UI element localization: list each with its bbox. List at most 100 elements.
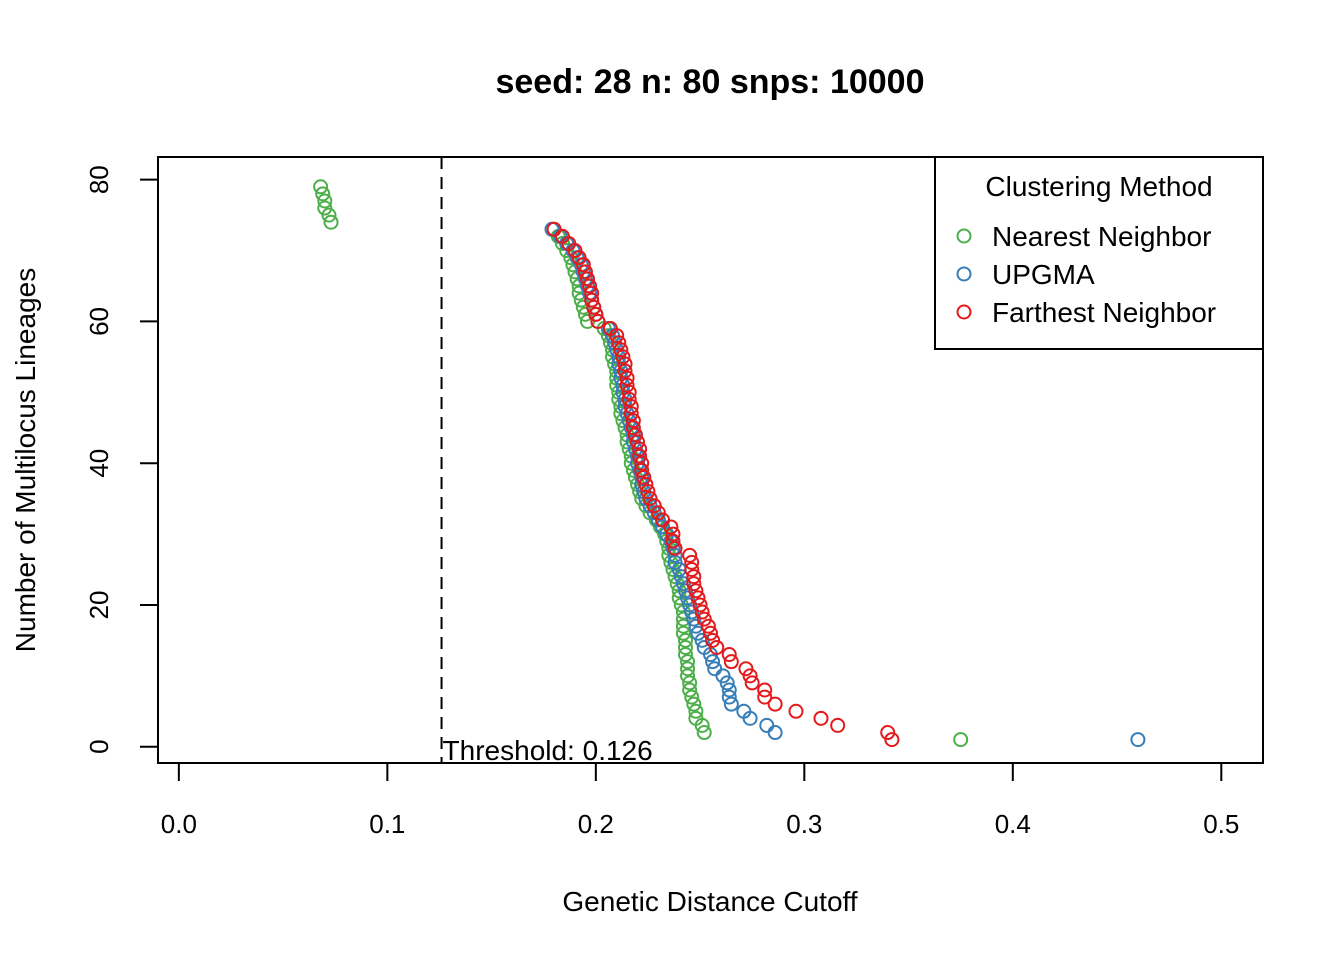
data-point (586, 299, 602, 315)
series-farthest-neighbor (546, 221, 900, 748)
legend-label: UPGMA (992, 259, 1095, 290)
legend-title: Clustering Method (985, 171, 1212, 202)
data-point (630, 434, 646, 450)
data-point (675, 576, 691, 592)
data-point (665, 533, 681, 549)
data-point (686, 696, 702, 712)
chart-title: seed: 28 n: 80 snps: 10000 (495, 63, 924, 101)
data-point (767, 696, 783, 712)
y-axis: 0 20 40 60 80 (84, 165, 159, 754)
data-point (744, 675, 760, 691)
data-point (627, 427, 643, 443)
data-point (680, 661, 696, 677)
data-point (663, 519, 679, 535)
legend-item: Farthest Neighbor (956, 297, 1216, 328)
data-point (703, 625, 718, 641)
data-point (682, 682, 698, 698)
data-point (625, 413, 641, 429)
data-point (590, 313, 606, 329)
data-point (686, 576, 702, 592)
data-point (721, 682, 737, 698)
data-point (705, 654, 721, 670)
data-point (684, 554, 700, 570)
data-point (721, 647, 737, 663)
data-point (609, 328, 625, 344)
data-point (757, 682, 773, 698)
data-point (700, 618, 716, 634)
data-point (613, 342, 629, 358)
data-point (619, 370, 635, 386)
data-point (830, 717, 846, 733)
data-point (632, 441, 648, 457)
y-tick-label: 20 (84, 590, 114, 619)
data-point (788, 703, 804, 719)
legend-marker (956, 266, 972, 282)
legend-box (934, 156, 1264, 350)
data-point (742, 710, 758, 726)
data-point (588, 306, 604, 322)
data-point (321, 207, 337, 223)
data-point (621, 391, 637, 407)
data-point (667, 540, 683, 556)
y-axis-label: Number of Multilocus Lineages (10, 268, 41, 652)
data-point (617, 356, 633, 372)
x-axis: 0.0 0.1 0.2 0.3 0.4 0.5 (161, 762, 1239, 839)
data-point (690, 590, 706, 606)
data-point (577, 264, 593, 280)
threshold-label: Threshold: 0.126 (443, 735, 653, 766)
data-point (884, 732, 900, 748)
data-point (953, 732, 969, 748)
legend: Clustering Method Nearest Neighbor UPGMA F… (934, 156, 1264, 350)
data-point (632, 448, 648, 464)
y-tick-label: 40 (84, 449, 114, 478)
y-tick-label: 80 (84, 165, 114, 194)
x-tick-label: 0.0 (161, 809, 197, 839)
x-tick-label: 0.3 (786, 809, 822, 839)
x-axis-label: Genetic Distance Cutoff (562, 886, 857, 917)
data-point (723, 654, 739, 670)
data-point (315, 186, 331, 202)
data-point (759, 717, 775, 733)
data-point (694, 717, 710, 733)
data-point (677, 639, 693, 655)
data-point (615, 349, 631, 365)
data-point (675, 625, 691, 641)
data-point (680, 654, 696, 670)
data-point (682, 547, 698, 563)
data-point (640, 484, 656, 500)
data-point (636, 469, 652, 485)
data-point (625, 420, 641, 436)
y-tick-label: 0 (84, 739, 114, 753)
data-point (623, 398, 639, 414)
data-point (709, 639, 725, 655)
data-point (634, 462, 650, 478)
data-point (584, 292, 600, 308)
data-point (584, 285, 600, 301)
data-point (688, 703, 704, 719)
data-point (719, 675, 735, 691)
data-point (575, 257, 591, 273)
legend-items: Nearest Neighbor UPGMA Farthest Neighbor (956, 221, 1216, 328)
data-point (767, 725, 783, 741)
legend-item: UPGMA (956, 259, 1095, 290)
data-point (684, 689, 700, 705)
data-point (696, 725, 712, 741)
data-point (623, 406, 639, 422)
data-point (680, 668, 696, 684)
data-points (313, 179, 1146, 748)
data-point (582, 278, 598, 294)
data-point (634, 455, 650, 471)
data-point (313, 179, 329, 195)
data-point (665, 526, 681, 542)
data-point (686, 569, 702, 585)
data-point (694, 604, 710, 620)
data-point (638, 476, 654, 492)
x-tick-label: 0.5 (1203, 809, 1239, 839)
legend-marker (956, 304, 972, 320)
x-tick-label: 0.1 (369, 809, 405, 839)
data-point (617, 363, 633, 379)
data-point (813, 710, 829, 726)
data-point (723, 696, 739, 712)
data-point (1130, 732, 1146, 748)
legend-item: Nearest Neighbor (956, 221, 1211, 252)
